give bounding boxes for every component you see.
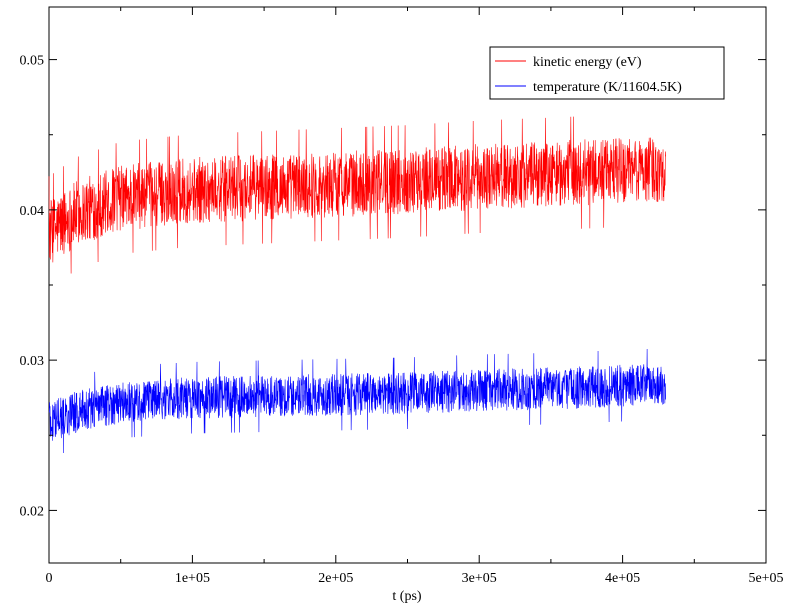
series-line-0 [48, 116, 666, 274]
y-tick-label: 0.05 [20, 54, 45, 69]
x-tick-label: 1e+05 [175, 571, 210, 586]
y-tick-label: 0.04 [20, 204, 45, 219]
legend-box [489, 46, 725, 100]
x-tick-label: 0 [46, 571, 53, 586]
legend-label-temperature: temperature (K/11604.5K) [533, 80, 682, 95]
x-tick-label: 3e+05 [462, 571, 497, 586]
legend-label-kinetic-energy: kinetic energy (eV) [533, 55, 642, 70]
y-tick-label: 0.03 [20, 354, 45, 369]
series-layer [48, 116, 666, 453]
legend: kinetic energy (eV) temperature (K/11604… [489, 46, 725, 100]
x-axis-title: t (ps) [392, 589, 422, 604]
y-tick-label: 0.02 [20, 504, 45, 519]
series-line-1 [48, 349, 666, 453]
tick-layer: 0 1e+05 2e+05 3e+05 4e+05 5e+05 0.02 0.03 0.04 0.… [20, 7, 784, 586]
x-tick-label: 5e+05 [748, 571, 783, 586]
x-tick-label: 2e+05 [318, 571, 353, 586]
x-tick-label: 4e+05 [605, 571, 640, 586]
